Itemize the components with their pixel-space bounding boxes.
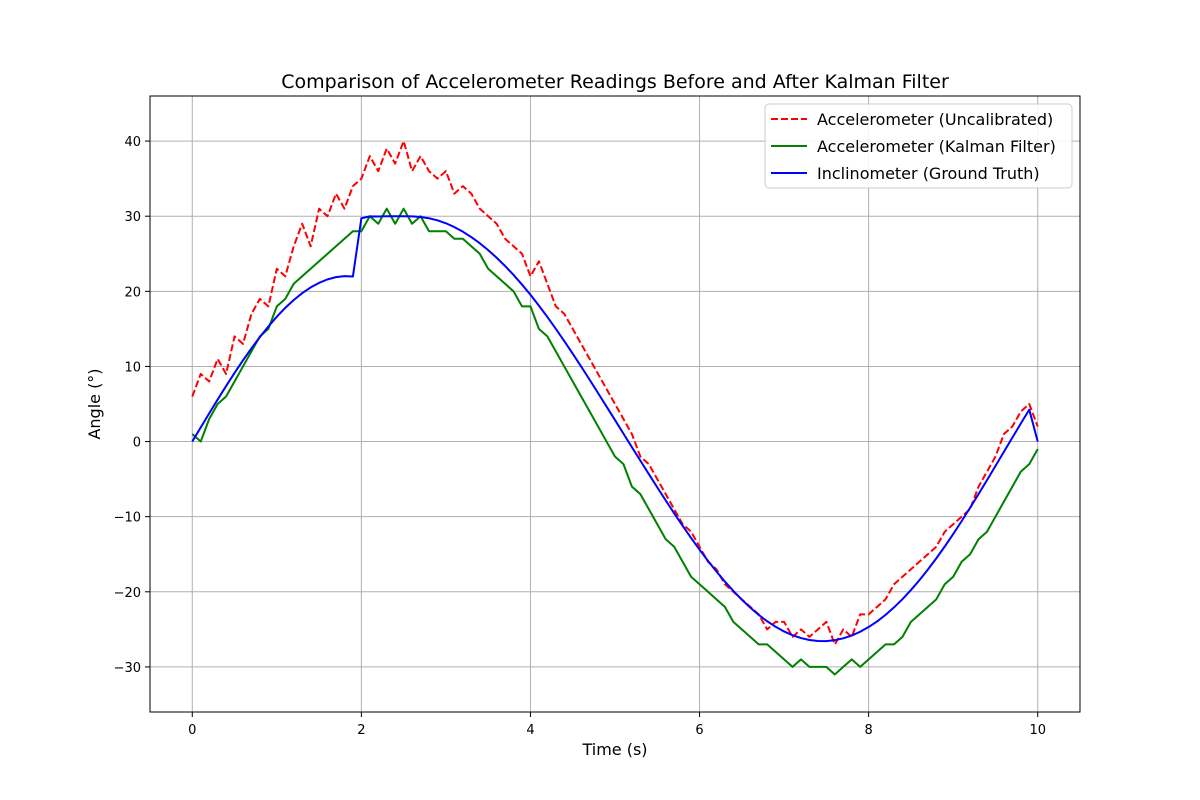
y-tick-label: −30 (114, 661, 141, 676)
legend-label-1: Accelerometer (Uncalibrated) (817, 110, 1053, 129)
legend-box (764, 103, 1073, 189)
x-tick-label: 2 (357, 723, 365, 738)
series-line-1 (191, 140, 1039, 646)
y-axis-label: Angle (°) (85, 368, 104, 439)
legend: Accelerometer (Uncalibrated) Acceleromete… (764, 103, 1073, 189)
y-tick-label: −10 (114, 511, 141, 526)
x-tick-label: 10 (1029, 723, 1046, 738)
x-tick-label: 0 (188, 723, 196, 738)
y-tick-label: 40 (124, 135, 141, 150)
grid (150, 96, 1080, 712)
x-axis-label: Time (s) (581, 740, 647, 759)
y-tick-label: −20 (114, 586, 141, 601)
y-tick-label: 30 (124, 210, 141, 225)
ticks: 0 2 4 6 8 10 −30 −20 −10 0 10 20 30 40 (114, 135, 1046, 738)
y-tick-label: 20 (124, 285, 141, 300)
series-layer (191, 140, 1039, 676)
plot-frame (149, 95, 1081, 713)
series-line-3 (191, 215, 1039, 643)
chart-title: Comparison of Accelerometer Readings Bef… (281, 71, 949, 93)
y-tick-label: 0 (133, 436, 141, 451)
x-tick-label: 4 (526, 723, 534, 738)
series-line-2 (191, 207, 1039, 676)
legend-label-2: Accelerometer (Kalman Filter) (817, 137, 1056, 156)
x-tick-label: 6 (695, 723, 703, 738)
x-tick-label: 8 (864, 723, 872, 738)
legend-label-3: Inclinometer (Ground Truth) (817, 164, 1040, 183)
y-tick-label: 10 (124, 360, 141, 375)
